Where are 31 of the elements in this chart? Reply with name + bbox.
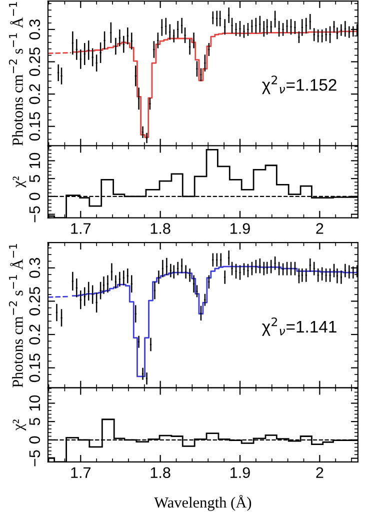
y-tick-label: 5	[29, 174, 40, 182]
y-tick-label: 0.2	[29, 84, 40, 104]
x-tick-label: 1.8	[150, 223, 170, 234]
y-tick-label: 0.25	[29, 286, 40, 316]
x-tick-label: 1.8	[150, 467, 170, 478]
x-tick-label: 2	[316, 223, 324, 234]
x-tick-label: 1.9	[230, 467, 250, 478]
x-axis-title: Wavelength (Å)	[154, 494, 252, 511]
x-tick-label: 1.7	[71, 223, 90, 234]
x-tick-label: 1.7	[71, 467, 90, 478]
annotation: χ$^{2}$$_{ν}$=1.152	[262, 76, 336, 94]
y-axis-title: χ²	[12, 176, 26, 188]
y-tick-label: 0	[29, 436, 40, 444]
y-axis-title: χ²	[12, 420, 26, 431]
y-tick-label: 0.15	[29, 112, 40, 141]
x-tick-label: 2	[316, 467, 324, 478]
y-tick-label: 0.2	[29, 324, 40, 345]
y-tick-label: 10	[29, 395, 40, 411]
y-tick-label: 0.3	[29, 20, 40, 40]
annotation: χ$^{2}$$_{ν}$=1.141	[262, 317, 336, 336]
y-axis-title: Photons cm$^{−2}$ s$^{−1}$ Å$^{−1}$	[8, 2, 23, 146]
y-tick-label: 0	[29, 192, 40, 200]
y-tick-label: −5	[29, 206, 40, 222]
y-tick-label: 0.25	[29, 48, 40, 76]
y-axis-title: Photons cm$^{−2}$ s$^{−1}$ Å$^{−1}$	[8, 244, 23, 388]
y-tick-label: 5	[29, 418, 40, 426]
y-tick-label: 10	[29, 152, 40, 168]
x-tick-label: 1.9	[230, 223, 250, 234]
y-tick-label: 0.15	[29, 354, 40, 382]
y-tick-label: −5	[29, 450, 40, 466]
y-tick-label: 0.3	[29, 258, 40, 278]
